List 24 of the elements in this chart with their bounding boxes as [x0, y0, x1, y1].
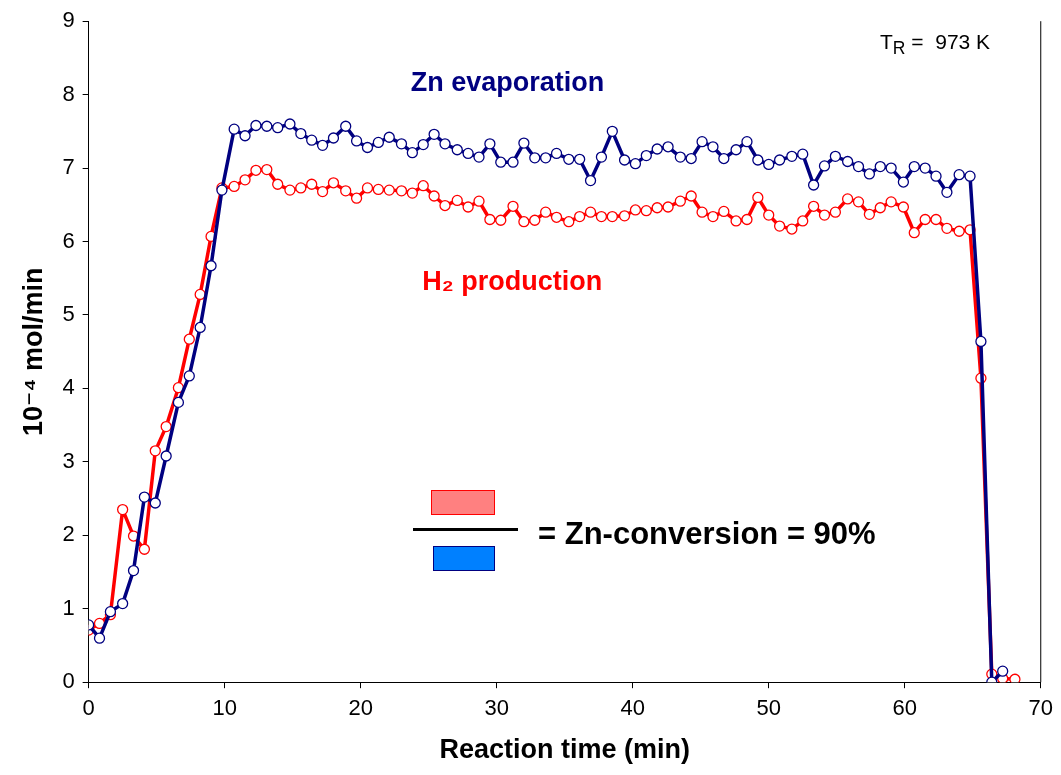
x-tick-label: 0 — [82, 695, 95, 721]
x-tick-label: 10 — [212, 695, 237, 721]
y-tick-label: 5 — [62, 301, 75, 327]
series-label: Zn evaporation — [410, 67, 605, 98]
x-tick-label: 70 — [1028, 695, 1054, 721]
x-tick-label: 30 — [484, 695, 509, 721]
y-tick-label: 8 — [62, 80, 75, 106]
x-tick-label: 60 — [892, 695, 917, 721]
y-tick-label: 4 — [62, 374, 75, 400]
x-tick-label: 20 — [348, 695, 373, 721]
y-tick-label: 1 — [62, 594, 75, 620]
series-label: H₂ production — [422, 265, 603, 296]
x-tick-label: 50 — [756, 695, 781, 721]
y-tick-label: 9 — [62, 7, 75, 33]
y-tick-label: 2 — [62, 521, 75, 547]
annotation: = Zn-conversion = 90% — [538, 516, 876, 552]
y-tick-label: 6 — [62, 227, 75, 253]
y-tick-label: 7 — [62, 154, 75, 180]
y-axis-title: 10⁻⁴ mol/min — [17, 267, 48, 437]
annotation: T$_{R}$ = 973 K — [880, 30, 991, 60]
y-tick-label: 3 — [62, 447, 75, 473]
y-tick-label: 0 — [62, 668, 75, 694]
x-axis-title: Reaction time (min) — [439, 734, 690, 765]
x-tick-label: 40 — [620, 695, 645, 721]
